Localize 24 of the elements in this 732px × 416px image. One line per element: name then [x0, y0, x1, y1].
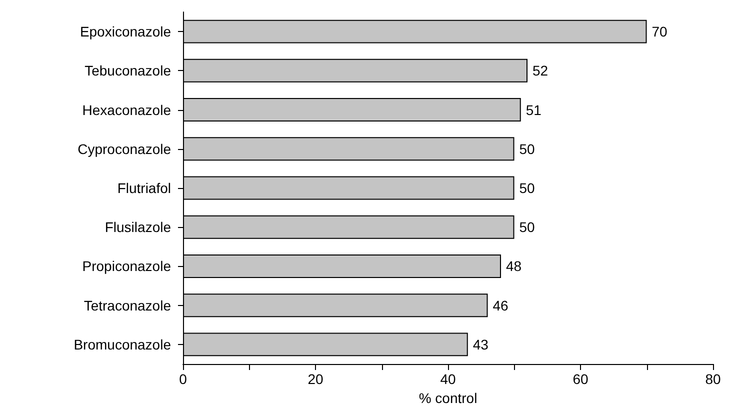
- data-label: 70: [652, 24, 668, 40]
- x-tick-label: 0: [179, 371, 188, 387]
- x-tick-label: 40: [440, 371, 456, 387]
- y-tick-label: Tetraconazole: [84, 297, 172, 314]
- y-tick-label: Bromuconazole: [74, 336, 172, 352]
- x-tick-label: 60: [572, 371, 588, 387]
- y-tick-label: Cyproconazole: [78, 140, 172, 157]
- data-label: 50: [519, 219, 536, 236]
- y-tick-label: Flutriafol: [117, 180, 171, 196]
- data-label: 46: [492, 297, 509, 314]
- data-label: 48: [506, 258, 522, 274]
- y-tick-label: Tebuconazole: [84, 62, 172, 79]
- data-label: 43: [472, 336, 489, 352]
- data-label: 50: [519, 140, 536, 157]
- data-label: 50: [519, 180, 536, 196]
- y-tick-label: Propiconazole: [82, 258, 172, 274]
- x-tick-label: 80: [705, 371, 721, 387]
- y-tick-label: Flusilazole: [104, 219, 172, 236]
- x-axis-title: % control: [418, 390, 478, 406]
- x-tick-label: 20: [308, 371, 324, 387]
- data-label: 51: [526, 102, 542, 118]
- y-tick-label: Epoxiconazole: [80, 24, 172, 40]
- y-tick-label: Hexaconazole: [82, 102, 172, 118]
- data-label: 52: [532, 62, 548, 79]
